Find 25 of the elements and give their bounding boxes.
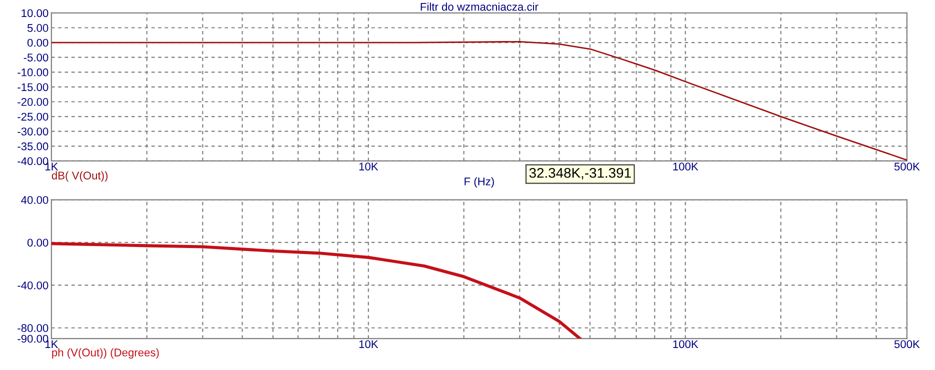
x-tick-label: 100K [673, 162, 698, 170]
y-tick-label: 0.00 [27, 238, 48, 247]
y-tick-label: -80.00 [18, 324, 48, 332]
y-tick-label: -5.00 [24, 54, 48, 62]
text: ph (V(Out)) (Degrees) [52, 348, 159, 359]
y-tick-label: -40.00 [18, 281, 48, 290]
x-axis-title: F (Hz) [464, 177, 494, 188]
chart-title: Filtr do wzmacniacza.cir [420, 2, 538, 11]
y-tick-label: -10.00 [18, 68, 48, 76]
x-tick-label: 10K [359, 162, 378, 170]
y-tick-label: 5.00 [27, 24, 48, 32]
y-tick-label: -30.00 [18, 128, 48, 136]
x-tick-label: 500K [894, 340, 920, 348]
y-tick-label: 0.00 [27, 38, 48, 47]
x-tick-label: 500K [894, 162, 920, 170]
y-tick-label: 40.00 [21, 196, 48, 204]
text: dB( V(Out)) [52, 171, 108, 182]
y-tick-label: -35.00 [18, 142, 48, 150]
y-tick-label: -15.00 [18, 83, 48, 92]
x-tick-label: 10K [359, 340, 378, 348]
y-tick-label: -20.00 [18, 98, 48, 106]
x-tick-label: 100K [673, 340, 698, 348]
y-tick-label: -25.00 [18, 112, 48, 121]
text: 32.348K,-31.391 [529, 168, 631, 180]
y-tick-label: 10.00 [22, 9, 48, 18]
